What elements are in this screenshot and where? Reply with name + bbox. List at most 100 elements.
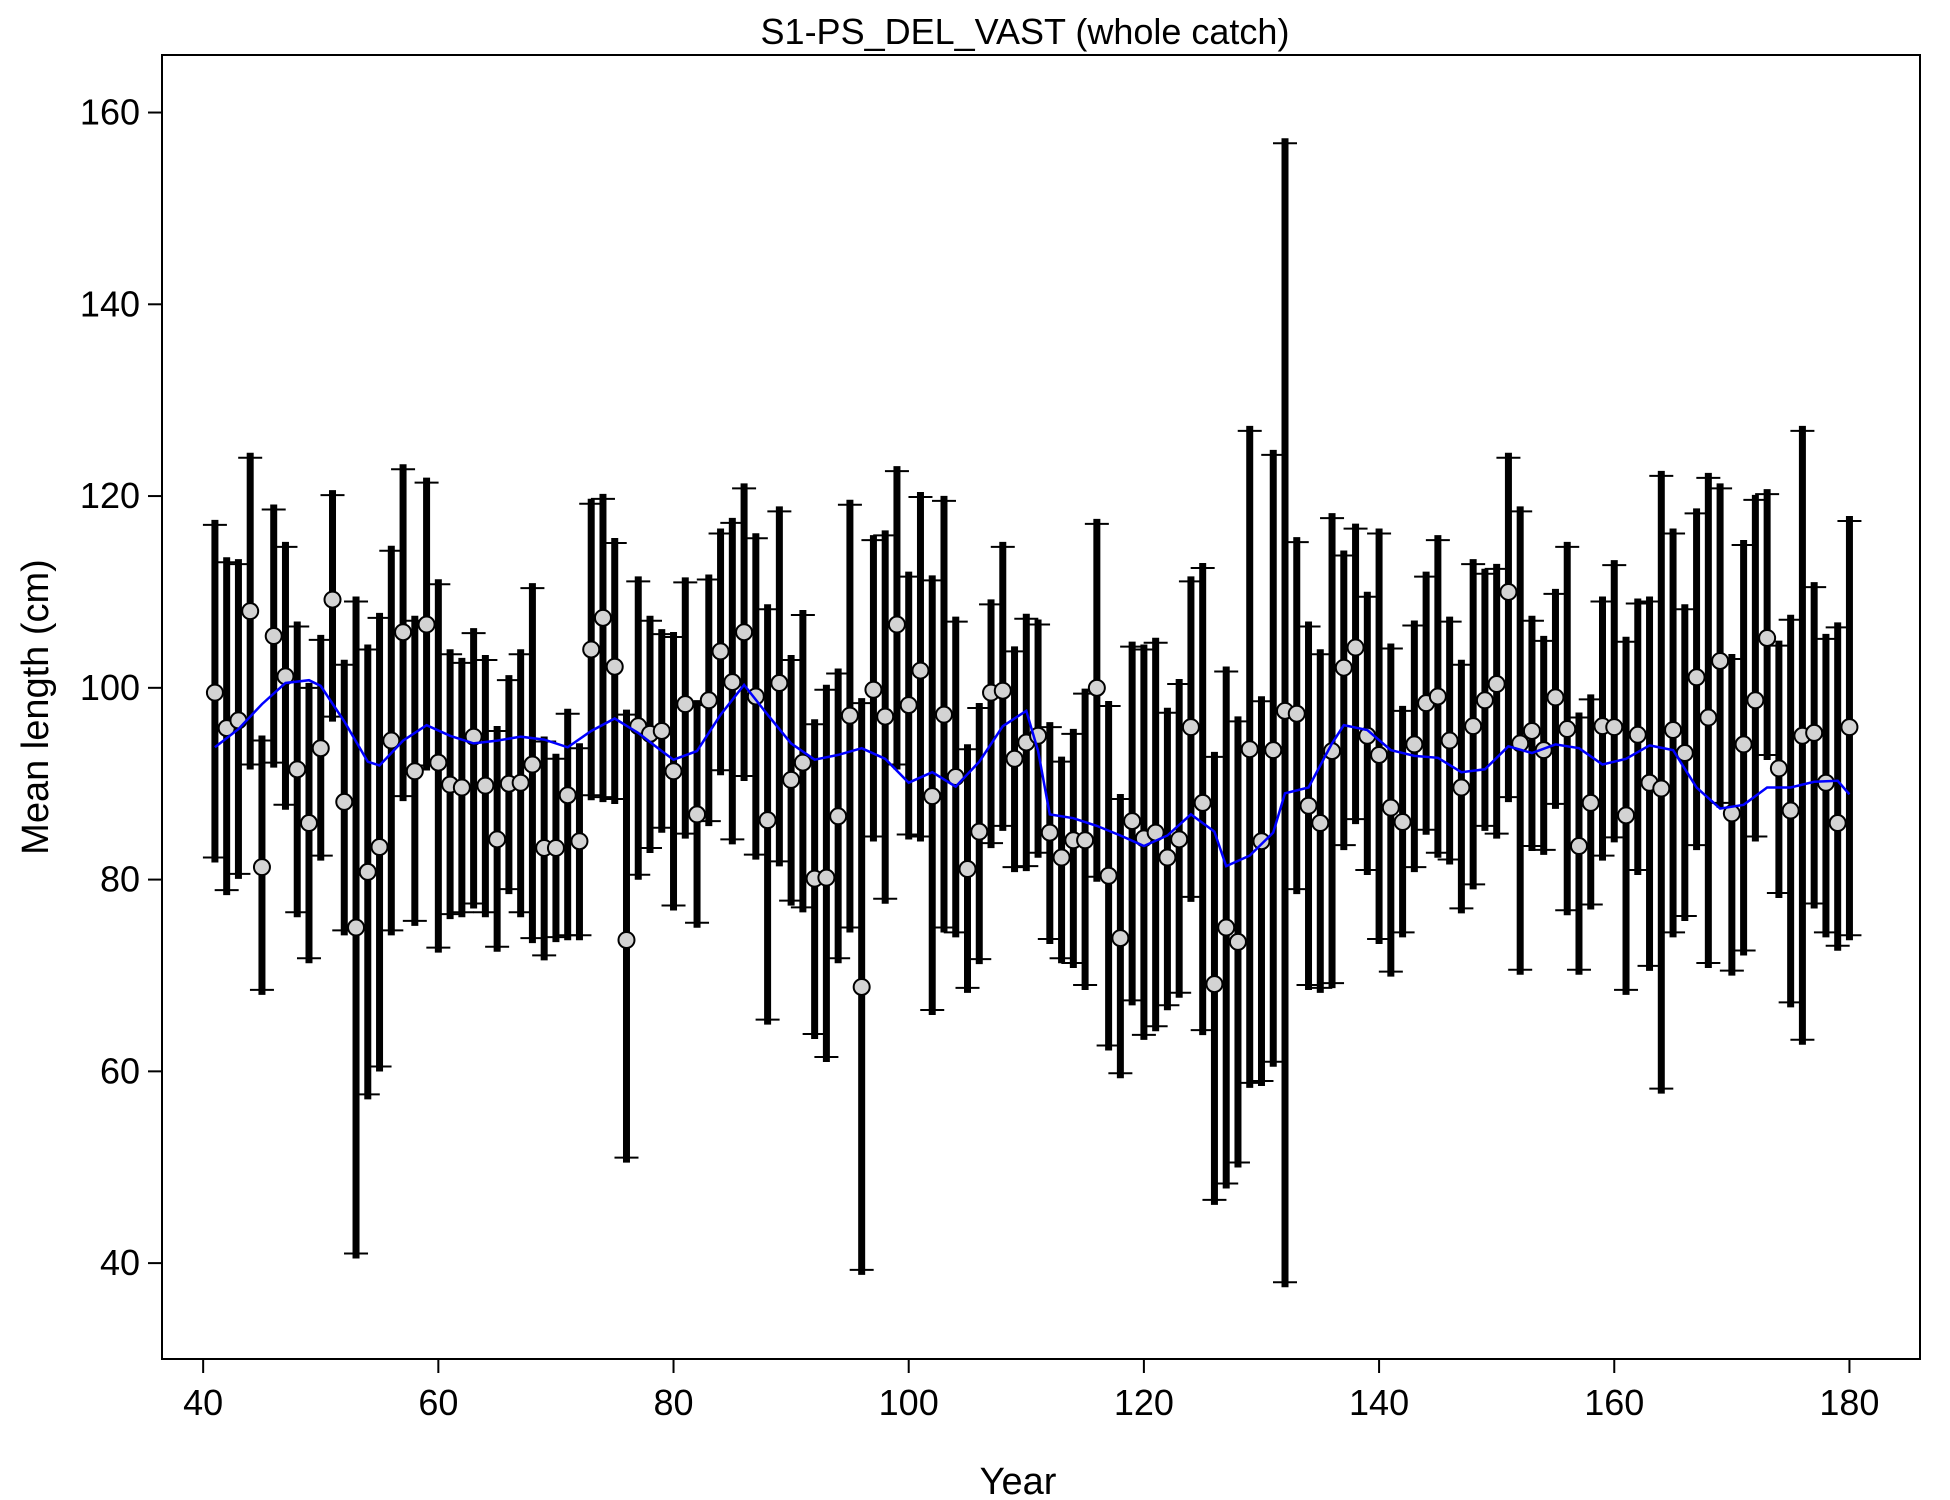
data-point bbox=[429, 753, 448, 772]
data-point bbox=[1393, 813, 1412, 832]
data-point bbox=[582, 640, 601, 659]
interval bbox=[1249, 696, 1274, 1086]
data-point bbox=[370, 837, 389, 856]
data-point bbox=[1428, 687, 1447, 706]
data-point bbox=[511, 773, 530, 792]
data-point bbox=[1405, 735, 1424, 754]
data-point bbox=[452, 778, 471, 797]
data-point bbox=[1346, 638, 1365, 657]
data-point bbox=[911, 661, 930, 680]
data-point bbox=[264, 627, 283, 646]
data-point bbox=[593, 608, 612, 627]
data-point bbox=[546, 838, 565, 857]
data-point bbox=[1287, 704, 1306, 723]
interval bbox=[461, 628, 486, 909]
data-point bbox=[523, 755, 542, 774]
y-tick-label: 40 bbox=[100, 1242, 140, 1283]
data-point bbox=[1158, 848, 1177, 867]
data-point bbox=[394, 623, 413, 642]
data-point bbox=[464, 727, 483, 746]
interval bbox=[1802, 582, 1827, 909]
data-point bbox=[1076, 831, 1095, 850]
data-point bbox=[1569, 837, 1588, 856]
data-point bbox=[1205, 975, 1224, 994]
smoother-line bbox=[214, 678, 1851, 868]
data-point bbox=[1311, 814, 1330, 833]
confidence-intervals bbox=[202, 138, 1862, 1288]
data-point bbox=[347, 918, 366, 937]
data-point bbox=[288, 760, 307, 779]
data-point bbox=[323, 590, 342, 609]
data-point bbox=[1581, 793, 1600, 812]
interval bbox=[1484, 563, 1509, 839]
x-tick-label: 120 bbox=[1114, 1382, 1174, 1423]
data-point bbox=[688, 805, 707, 824]
data-point bbox=[1722, 804, 1741, 823]
data-point bbox=[1734, 735, 1753, 754]
x-tick-label: 40 bbox=[183, 1382, 223, 1423]
data-points bbox=[205, 582, 1859, 996]
data-point bbox=[229, 711, 248, 730]
data-point bbox=[1687, 668, 1706, 687]
data-point bbox=[899, 696, 918, 715]
data-point bbox=[1381, 798, 1400, 817]
data-point bbox=[1546, 688, 1565, 707]
data-point bbox=[205, 683, 224, 702]
data-point bbox=[840, 706, 859, 725]
data-point bbox=[934, 705, 953, 724]
data-point bbox=[852, 977, 871, 996]
data-point bbox=[1005, 749, 1024, 768]
data-point bbox=[1652, 779, 1671, 798]
interval bbox=[1178, 576, 1203, 902]
data-point bbox=[1099, 866, 1118, 885]
plot-frame bbox=[161, 54, 1921, 1360]
data-point bbox=[417, 615, 436, 634]
x-axis: 40 60 80 100 120 140 160 180 bbox=[183, 1359, 1879, 1423]
data-point bbox=[664, 762, 683, 781]
data-point bbox=[1217, 918, 1236, 937]
data-point bbox=[676, 695, 695, 714]
interval bbox=[979, 599, 1004, 849]
data-point bbox=[358, 862, 377, 881]
data-point bbox=[735, 623, 754, 642]
data-point bbox=[1558, 720, 1577, 739]
data-point bbox=[1264, 741, 1283, 760]
data-point bbox=[958, 860, 977, 879]
data-point bbox=[1299, 796, 1318, 815]
data-point bbox=[793, 753, 812, 772]
data-point bbox=[1240, 740, 1259, 759]
data-point bbox=[1334, 658, 1353, 677]
data-point bbox=[488, 830, 507, 849]
data-point bbox=[252, 858, 271, 877]
data-point bbox=[1805, 723, 1824, 742]
data-point bbox=[970, 822, 989, 841]
x-tick-label: 80 bbox=[654, 1382, 694, 1423]
data-point bbox=[1193, 793, 1212, 812]
data-point bbox=[758, 811, 777, 830]
data-point bbox=[241, 602, 260, 621]
data-point bbox=[1228, 932, 1247, 951]
data-point bbox=[876, 707, 895, 726]
interval bbox=[1602, 560, 1627, 843]
data-point bbox=[1605, 718, 1624, 737]
data-point bbox=[887, 615, 906, 634]
data-point bbox=[1370, 745, 1389, 764]
data-point bbox=[770, 674, 789, 693]
data-point bbox=[1475, 691, 1494, 710]
data-point bbox=[1170, 830, 1189, 849]
data-point bbox=[1464, 717, 1483, 736]
data-point bbox=[1840, 718, 1859, 737]
y-tick-label: 60 bbox=[100, 1050, 140, 1091]
data-point bbox=[993, 681, 1012, 700]
data-point bbox=[382, 731, 401, 750]
y-tick-label: 80 bbox=[100, 859, 140, 900]
data-point bbox=[405, 762, 424, 781]
data-point bbox=[1699, 708, 1718, 727]
data-point bbox=[1087, 678, 1106, 697]
data-point bbox=[617, 930, 636, 949]
x-axis-title: Year bbox=[980, 1461, 1057, 1500]
data-point bbox=[1628, 725, 1647, 744]
data-point bbox=[782, 770, 801, 789]
data-point bbox=[1828, 814, 1847, 833]
y-tick-label: 120 bbox=[80, 475, 140, 516]
